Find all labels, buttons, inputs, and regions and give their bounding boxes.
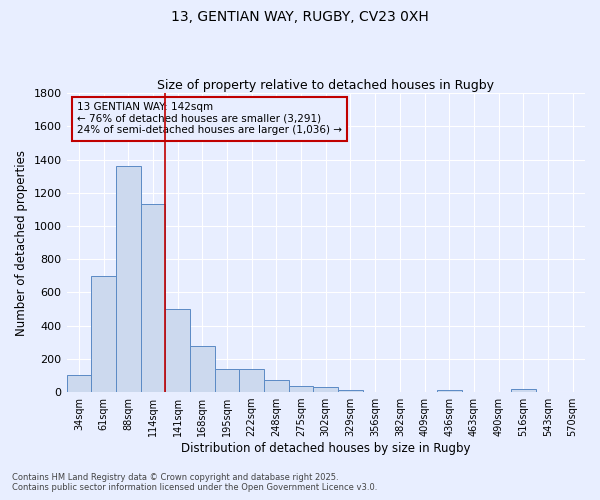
Bar <box>67 376 91 392</box>
Bar <box>140 204 165 392</box>
Text: 13, GENTIAN WAY, RUGBY, CV23 0XH: 13, GENTIAN WAY, RUGBY, CV23 0XH <box>171 10 429 24</box>
Bar <box>511 389 536 392</box>
X-axis label: Distribution of detached houses by size in Rugby: Distribution of detached houses by size … <box>181 442 470 455</box>
Title: Size of property relative to detached houses in Rugby: Size of property relative to detached ho… <box>157 79 494 92</box>
Bar <box>91 276 116 392</box>
Bar <box>289 386 313 392</box>
Bar <box>215 369 239 392</box>
Text: Contains HM Land Registry data © Crown copyright and database right 2025.
Contai: Contains HM Land Registry data © Crown c… <box>12 473 377 492</box>
Bar <box>264 380 289 392</box>
Bar <box>239 369 264 392</box>
Text: 13 GENTIAN WAY: 142sqm
← 76% of detached houses are smaller (3,291)
24% of semi-: 13 GENTIAN WAY: 142sqm ← 76% of detached… <box>77 102 342 136</box>
Bar <box>116 166 140 392</box>
Bar <box>190 346 215 392</box>
Bar <box>338 390 363 392</box>
Bar <box>313 387 338 392</box>
Bar <box>437 390 461 392</box>
Bar <box>165 309 190 392</box>
Y-axis label: Number of detached properties: Number of detached properties <box>15 150 28 336</box>
